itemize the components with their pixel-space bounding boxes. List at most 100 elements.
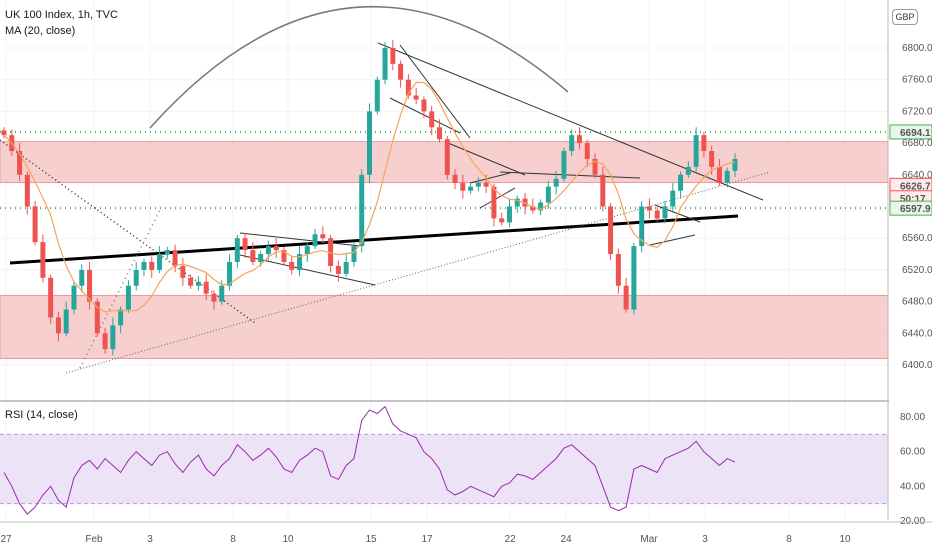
candle-body (343, 261, 349, 274)
price-label-text: 6597.9 (900, 204, 931, 215)
ma-line (3, 81, 736, 313)
candle-body (374, 79, 380, 112)
price-label-box (889, 124, 932, 140)
candle-body (71, 285, 77, 310)
candle-body (297, 254, 303, 270)
candle-body (87, 269, 93, 302)
time-tick-label: 8 (786, 534, 792, 545)
falling-trendline (0, 139, 256, 324)
candle-body (475, 182, 481, 187)
candle-body (94, 301, 100, 334)
candle-body (351, 246, 357, 262)
candle-body (468, 186, 474, 191)
rsi-tick-label: 40.00 (900, 481, 925, 492)
candle-body (195, 281, 201, 286)
candle-body (608, 206, 614, 255)
price-axis[interactable]: 6800.06760.06720.06680.06640.06600.06560… (887, 0, 932, 550)
candle-body (429, 111, 435, 128)
candle-body (265, 246, 271, 255)
trend-drawings (0, 5, 771, 374)
candle-body (413, 95, 419, 100)
candle-body (460, 182, 466, 191)
neck-line (499, 171, 641, 179)
time-tick-label: Feb (85, 534, 103, 545)
candle-body (367, 111, 372, 175)
candle-body (157, 254, 163, 270)
candle-body (390, 48, 396, 64)
candle-body (452, 174, 458, 183)
candle-body (312, 234, 318, 247)
candle-body (125, 285, 131, 310)
candle-body (382, 48, 388, 80)
time-tick-label: 17 (421, 534, 433, 545)
price-tick-label: 6520.0 (902, 265, 932, 276)
candle-body (219, 285, 225, 302)
candle-body (102, 333, 108, 350)
flag-line (239, 232, 361, 247)
flag-line (654, 204, 701, 223)
candle-body (499, 218, 505, 223)
candle-body (188, 277, 194, 286)
candle-body (514, 198, 520, 207)
candle-body (258, 254, 264, 262)
candle-body (491, 186, 497, 219)
candle-body (234, 238, 240, 262)
candle-body (654, 210, 660, 219)
candle-body (576, 135, 582, 144)
candle-body (203, 281, 209, 294)
candle-body (561, 151, 567, 179)
channel-top (377, 42, 764, 201)
price-zone (0, 141, 889, 184)
time-tick-label: 10 (839, 534, 851, 545)
candle-body (398, 63, 404, 80)
time-tick-label: 27 (0, 534, 12, 545)
candle-body (538, 202, 544, 211)
candle-body (678, 174, 684, 191)
main-trendline (9, 214, 739, 265)
time-tick-label: 24 (560, 534, 572, 545)
currency-badge[interactable]: GBP (892, 9, 918, 25)
candle-body (693, 135, 699, 167)
candle-body (623, 285, 629, 310)
candle-series (1, 40, 738, 356)
time-tick-label: 22 (504, 534, 516, 545)
price-label-box (889, 200, 932, 216)
price-tick-label: 6760.0 (902, 75, 932, 86)
candle-body (149, 261, 155, 270)
candle-body (328, 238, 334, 266)
rsi-tick-label: 60.00 (900, 447, 925, 458)
candle-body (32, 206, 38, 243)
time-axis[interactable]: 27 Feb 3 8 10 15 17 22 24 Mar 3 8 10 (0, 521, 932, 545)
candle-body (133, 269, 139, 286)
price-zone (0, 294, 889, 359)
candle-body (670, 190, 676, 207)
candle-body (359, 174, 365, 247)
candle-body (320, 234, 326, 239)
candle-body (592, 158, 598, 175)
candle-body (545, 186, 551, 203)
candle-body (530, 206, 536, 211)
rising-trendline (65, 171, 771, 374)
price-tick-label: 6640.0 (902, 170, 932, 181)
candle-body (615, 254, 621, 286)
price-tick-label: 6800.0 (902, 43, 932, 54)
candle-body (227, 261, 233, 286)
candle-body (40, 242, 46, 278)
ma-indicator-label: MA (20, close) (5, 25, 76, 37)
candle-body (48, 277, 54, 318)
channel-mid (389, 97, 461, 134)
candle-body (600, 174, 606, 207)
candle-body (716, 166, 722, 183)
candle-body (211, 293, 217, 302)
candle-body (506, 206, 512, 223)
candle-body (242, 238, 248, 251)
price-grid (0, 0, 888, 520)
time-tick-label: 8 (230, 534, 236, 545)
candle-body (436, 127, 442, 140)
candle-body (55, 317, 61, 334)
resistance-support-zones (0, 141, 889, 359)
dotted-levels (0, 130, 888, 210)
price-label-text: 6626.7 (900, 181, 931, 192)
candle-body (79, 269, 85, 286)
